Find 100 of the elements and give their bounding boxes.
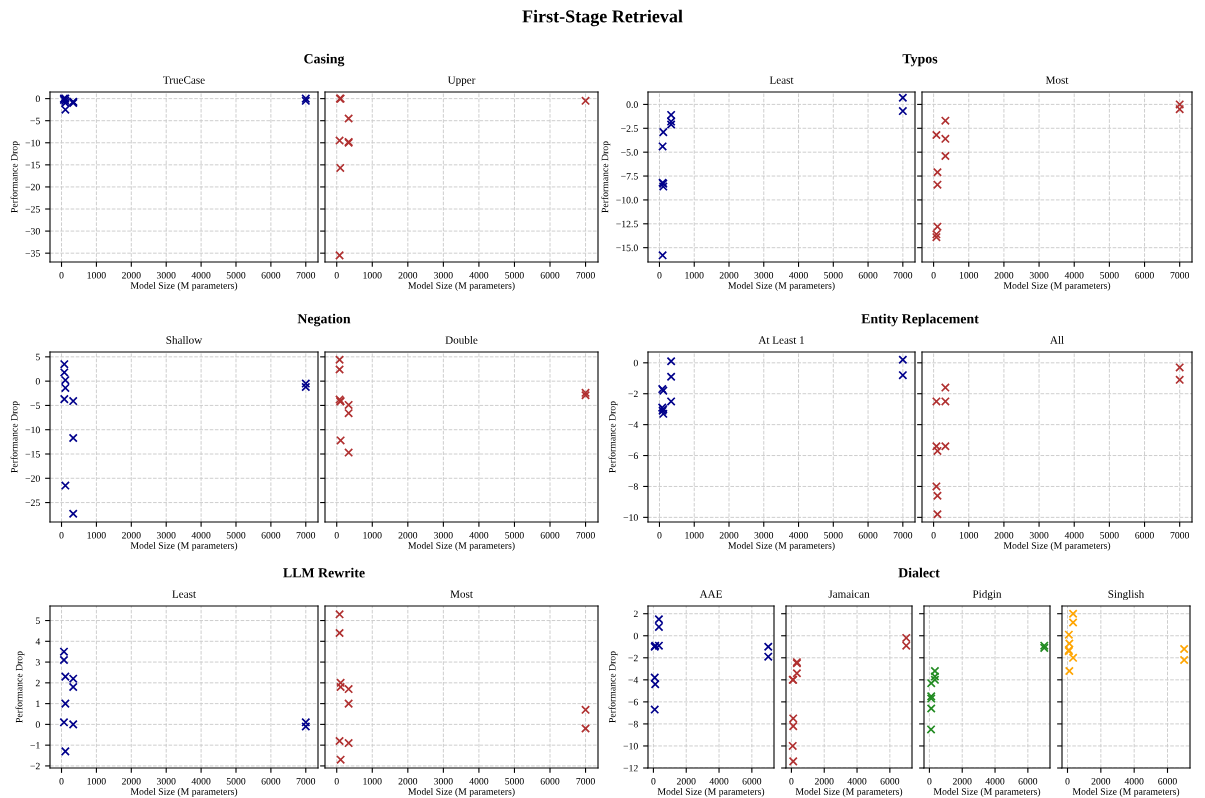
text: Negation (297, 313, 351, 327)
x-tick-label: 5000 (226, 272, 246, 279)
x-axis-title: Model Size (M parameters) (933, 787, 1041, 797)
x-tick-label: 7000 (1170, 272, 1190, 279)
y-axis-title: Performance Drop (601, 141, 611, 213)
x-tick-label: 1000 (87, 272, 106, 279)
x-tick-label: 0 (334, 532, 339, 539)
x-tick-label: 0 (59, 272, 64, 279)
x-tick-label: 0 (931, 532, 936, 539)
x-axis-title: Model Size (M parameters) (408, 281, 515, 291)
x-tick-label: 0 (59, 778, 64, 785)
x-tick-label: 0 (931, 272, 936, 279)
y-tick-label: 0 (633, 632, 638, 640)
y-tick-label: 3 (35, 659, 40, 666)
y-tick-label: 4 (35, 638, 41, 645)
y-tick-label: −7.5 (621, 173, 638, 180)
y-tick-label: −2 (628, 654, 638, 662)
y-tick-label: 5 (35, 617, 40, 625)
x-tick-label: 4000 (469, 532, 489, 539)
x-tick-label: 4000 (709, 778, 729, 785)
y-tick-label: 0 (35, 95, 40, 103)
y-tick-label: 0 (35, 721, 40, 728)
x-axis-title: Model Size (M parameters) (130, 541, 238, 551)
y-axis-title: Performance Drop (15, 651, 25, 723)
x-tick-label: 0 (334, 778, 339, 785)
x-tick-label: 4000 (847, 778, 867, 785)
x-tick-label: 1000 (959, 272, 979, 279)
y-tick-label: −5 (30, 402, 40, 409)
x-tick-label: 7000 (893, 272, 913, 279)
text: Dialect (898, 567, 940, 578)
x-tick-label: 5000 (505, 778, 524, 785)
x-tick-label: 1000 (685, 272, 704, 279)
x-tick-label: 5000 (1100, 272, 1119, 279)
x-tick-label: 0 (789, 778, 794, 785)
x-tick-label: 4000 (985, 778, 1005, 785)
y-axis-title: Performance Drop (10, 401, 20, 473)
x-tick-label: 1000 (685, 532, 704, 539)
x-tick-label: 6000 (1135, 532, 1154, 539)
chart-title: All (1050, 335, 1064, 344)
x-tick-label: 3000 (434, 272, 453, 279)
chart-title: Jamaican (828, 590, 870, 598)
x-tick-label: 3000 (156, 272, 176, 279)
chart-title: Shallow (166, 335, 203, 344)
x-tick-label: 2000 (994, 532, 1014, 539)
x-tick-label: 7000 (296, 778, 316, 785)
x-tick-label: 2000 (122, 272, 141, 279)
x-tick-label: 5000 (1100, 532, 1119, 539)
y-tick-label: −8 (628, 720, 638, 728)
x-tick-label: 0 (334, 272, 339, 279)
x-tick-label: 7000 (576, 272, 595, 279)
y-tick-label: 2 (35, 679, 40, 687)
x-tick-label: 6000 (1158, 778, 1177, 785)
x-tick-label: 2000 (719, 532, 739, 539)
x-axis-title: Model Size (M parameters) (1003, 541, 1111, 551)
x-tick-label: 0 (927, 778, 932, 785)
x-tick-label: 5000 (505, 272, 524, 279)
y-axis-title: Performance Drop (608, 651, 618, 723)
y-tick-label: −15 (25, 161, 40, 169)
x-tick-label: 6000 (858, 272, 878, 279)
x-tick-label: 6000 (261, 532, 281, 539)
x-tick-label: 1000 (959, 532, 979, 539)
x-tick-label: 5000 (824, 272, 843, 279)
y-tick-label: 0 (633, 359, 638, 367)
x-tick-label: 2000 (1091, 778, 1111, 785)
x-tick-label: 6000 (1135, 272, 1154, 279)
x-tick-label: 3000 (434, 778, 453, 785)
x-tick-label: 6000 (858, 532, 878, 539)
x-tick-label: 3000 (754, 532, 774, 539)
chart-title: Singlish (1108, 589, 1145, 601)
y-tick-label: −12 (623, 764, 638, 772)
x-tick-label: 0 (657, 272, 662, 279)
x-tick-label: 7000 (296, 272, 316, 279)
chart-title: Least (769, 76, 794, 84)
x-tick-label: 5000 (505, 532, 524, 539)
x-tick-label: 6000 (261, 272, 281, 279)
x-tick-label: 7000 (296, 532, 316, 539)
x-tick-label: 6000 (1018, 778, 1038, 785)
x-tick-label: 1000 (363, 532, 382, 539)
text: Entity Replacement (861, 313, 979, 327)
y-tick-label: −4 (628, 676, 639, 684)
y-tick-label: −35 (25, 250, 40, 257)
x-tick-label: 4000 (191, 778, 211, 785)
x-tick-label: 3000 (754, 272, 774, 279)
x-axis-title: Model Size (M parameters) (728, 281, 835, 291)
x-tick-label: 2000 (122, 778, 141, 785)
x-axis-title: Model Size (M parameters) (1003, 281, 1111, 291)
y-tick-label: 0.0 (626, 101, 638, 108)
y-tick-label: −4 (628, 421, 639, 429)
x-tick-label: 4000 (191, 532, 211, 539)
x-tick-label: 7000 (576, 532, 595, 539)
x-tick-label: 0 (657, 532, 662, 539)
chart-title: Most (450, 590, 473, 598)
chart-title: Upper (447, 76, 476, 87)
x-tick-label: 2000 (122, 532, 141, 539)
y-axis-title: Performance Drop (10, 141, 20, 213)
y-tick-label: −10 (623, 514, 638, 521)
x-axis-title: Model Size (M parameters) (408, 787, 515, 797)
x-axis-title: Model Size (M parameters) (728, 541, 835, 551)
text: Typos (902, 54, 938, 67)
y-tick-label: 1 (36, 700, 40, 707)
